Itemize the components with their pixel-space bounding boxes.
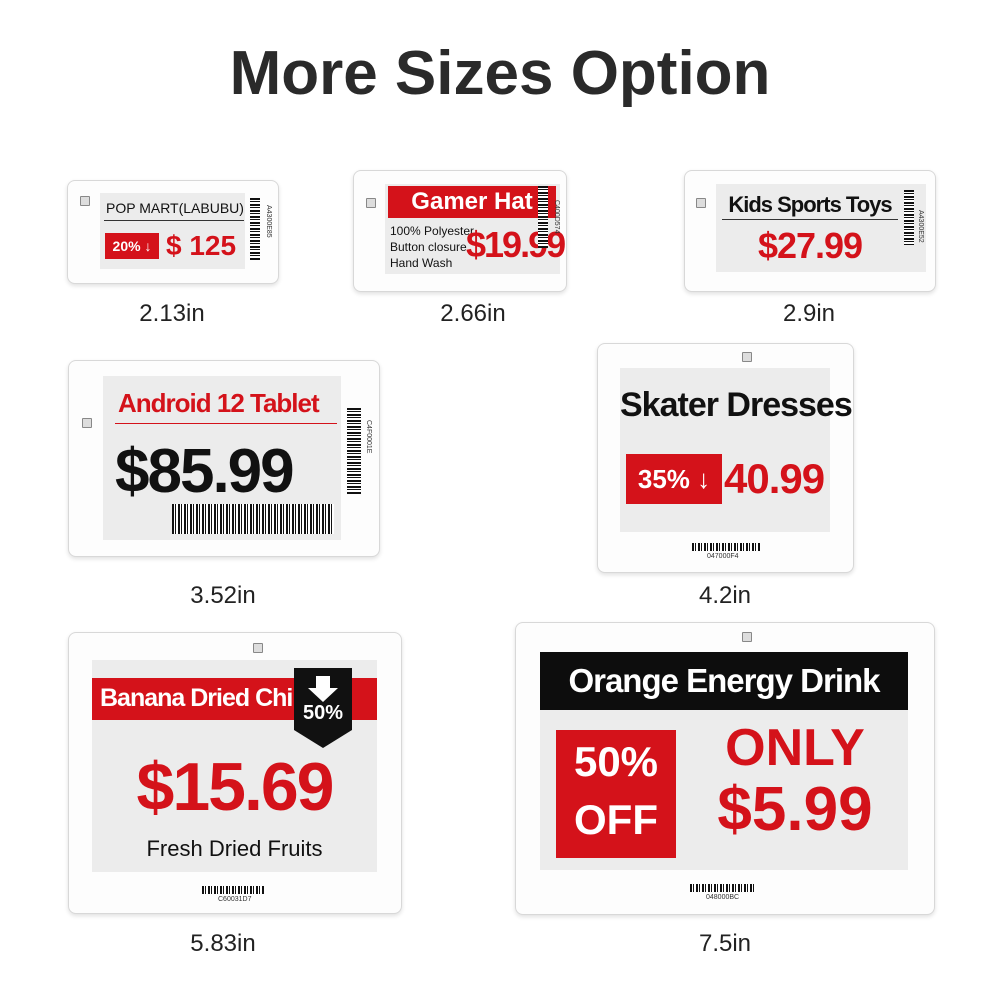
discount-box	[556, 730, 676, 858]
barcode	[904, 190, 914, 245]
price: 40.99	[724, 455, 825, 502]
barcode	[172, 504, 334, 534]
divider	[104, 220, 244, 221]
led	[742, 632, 752, 642]
price: $5.99	[717, 775, 873, 844]
tag-name: Skater Dresses	[620, 386, 853, 424]
led	[253, 643, 263, 653]
barcode	[347, 408, 361, 494]
barcode	[692, 543, 760, 551]
tag-name: Banana Dried Chips	[100, 684, 321, 712]
code: 047000F4	[707, 553, 739, 560]
tag-name: Orange Energy Drink	[540, 652, 908, 710]
led	[366, 198, 376, 208]
barcode	[690, 884, 756, 892]
divider	[115, 423, 337, 424]
detail: 100% Polyester	[390, 224, 475, 238]
discount: 20% ↓	[105, 233, 159, 259]
barcode	[538, 186, 548, 248]
screen	[716, 184, 926, 272]
price: $27.99	[757, 225, 863, 266]
code: A4300E52	[917, 210, 924, 243]
discount: 50%	[573, 738, 659, 785]
barcode	[250, 198, 260, 260]
headline: ONLY	[725, 719, 865, 777]
code: C60031D7	[218, 896, 252, 903]
divider	[722, 219, 898, 220]
discount-badge	[294, 668, 352, 748]
led	[80, 196, 90, 206]
code: C4F0001E	[365, 420, 372, 454]
detail: Button closure	[390, 240, 467, 254]
tag-name: POP MART(LABUBU)	[106, 200, 244, 216]
size-label: 2.13in	[139, 300, 205, 327]
size-label: 2.66in	[440, 300, 506, 327]
price: $ 125	[166, 230, 237, 261]
detail: Hand Wash	[390, 256, 453, 270]
discount: OFF	[574, 796, 658, 843]
price: $15.69	[136, 749, 335, 825]
discount: 50%	[302, 702, 344, 724]
code: 048000BC	[706, 894, 740, 901]
code: C400D574	[553, 200, 560, 234]
discount: 35% ↓	[626, 454, 722, 504]
price: $19.99	[466, 224, 566, 265]
size-label: 7.5in	[698, 930, 752, 957]
title: More Sizes Option	[229, 39, 771, 108]
price: $85.99	[115, 437, 295, 506]
size-label: 3.52in	[190, 582, 256, 609]
led	[742, 352, 752, 362]
code: A4300E85	[265, 205, 272, 238]
subtitle: Fresh Dried Fruits	[146, 836, 323, 861]
size-label: 5.83in	[190, 930, 256, 957]
size-label: 2.9in	[782, 300, 836, 327]
screen	[620, 368, 830, 532]
tag-name: Android 12 Tablet	[118, 388, 320, 418]
barcode	[202, 886, 264, 894]
tag-name: Kids Sports Toys	[728, 192, 892, 217]
tag-name: Gamer Hat	[388, 186, 556, 218]
led	[696, 198, 706, 208]
size-label: 4.2in	[698, 582, 752, 609]
led	[82, 418, 92, 428]
